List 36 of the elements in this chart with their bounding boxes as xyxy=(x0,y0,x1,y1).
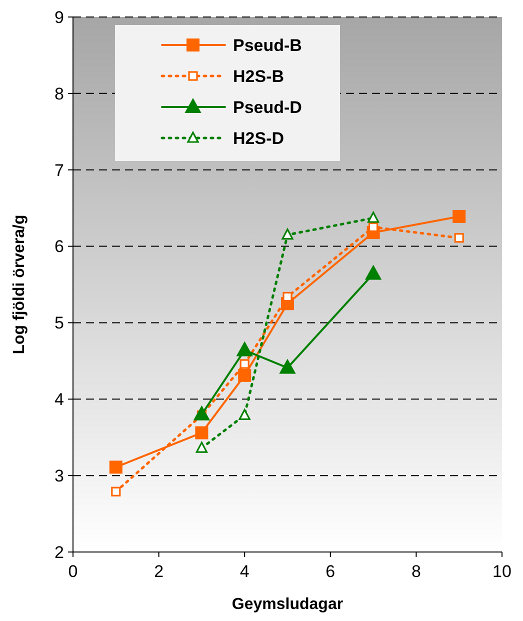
point xyxy=(365,265,382,280)
x-tick-label: 4 xyxy=(240,562,250,581)
y-tick-label: 4 xyxy=(54,390,64,410)
x-tick-label: 0 xyxy=(68,562,78,581)
legend-label: H2S-D xyxy=(233,128,284,148)
point xyxy=(194,406,210,420)
x-axis-title: Geymsludagar xyxy=(232,596,344,613)
legend-label: Pseud-B xyxy=(233,36,302,55)
y-tick-label: 2 xyxy=(54,542,64,562)
point xyxy=(280,359,296,374)
point xyxy=(238,368,252,382)
y-tick-label: 6 xyxy=(54,237,64,256)
point xyxy=(196,442,208,453)
y-tick-label: 7 xyxy=(54,160,64,180)
point xyxy=(368,212,380,223)
point xyxy=(195,426,208,440)
point xyxy=(282,228,294,240)
y-tick-label: 5 xyxy=(54,314,64,333)
x-tick-label: 6 xyxy=(326,562,336,581)
x-tick-label: 8 xyxy=(411,562,421,581)
point xyxy=(454,233,464,243)
x-tick-label: 2 xyxy=(154,562,164,581)
point xyxy=(452,210,466,223)
y-tick-label: 9 xyxy=(54,8,64,27)
legend-label: H2S-B xyxy=(233,66,284,86)
y-axis-title: Log fjöldi örvera/g xyxy=(11,214,28,354)
legend-label: Pseud-D xyxy=(233,98,302,117)
x-tick-label: 10 xyxy=(492,562,512,581)
point xyxy=(238,408,250,420)
point xyxy=(236,342,253,356)
point xyxy=(111,486,121,496)
y-tick-label: 8 xyxy=(54,84,64,104)
y-tick-label: 3 xyxy=(54,466,64,486)
point xyxy=(240,359,250,369)
point xyxy=(109,460,122,474)
point xyxy=(368,222,378,232)
